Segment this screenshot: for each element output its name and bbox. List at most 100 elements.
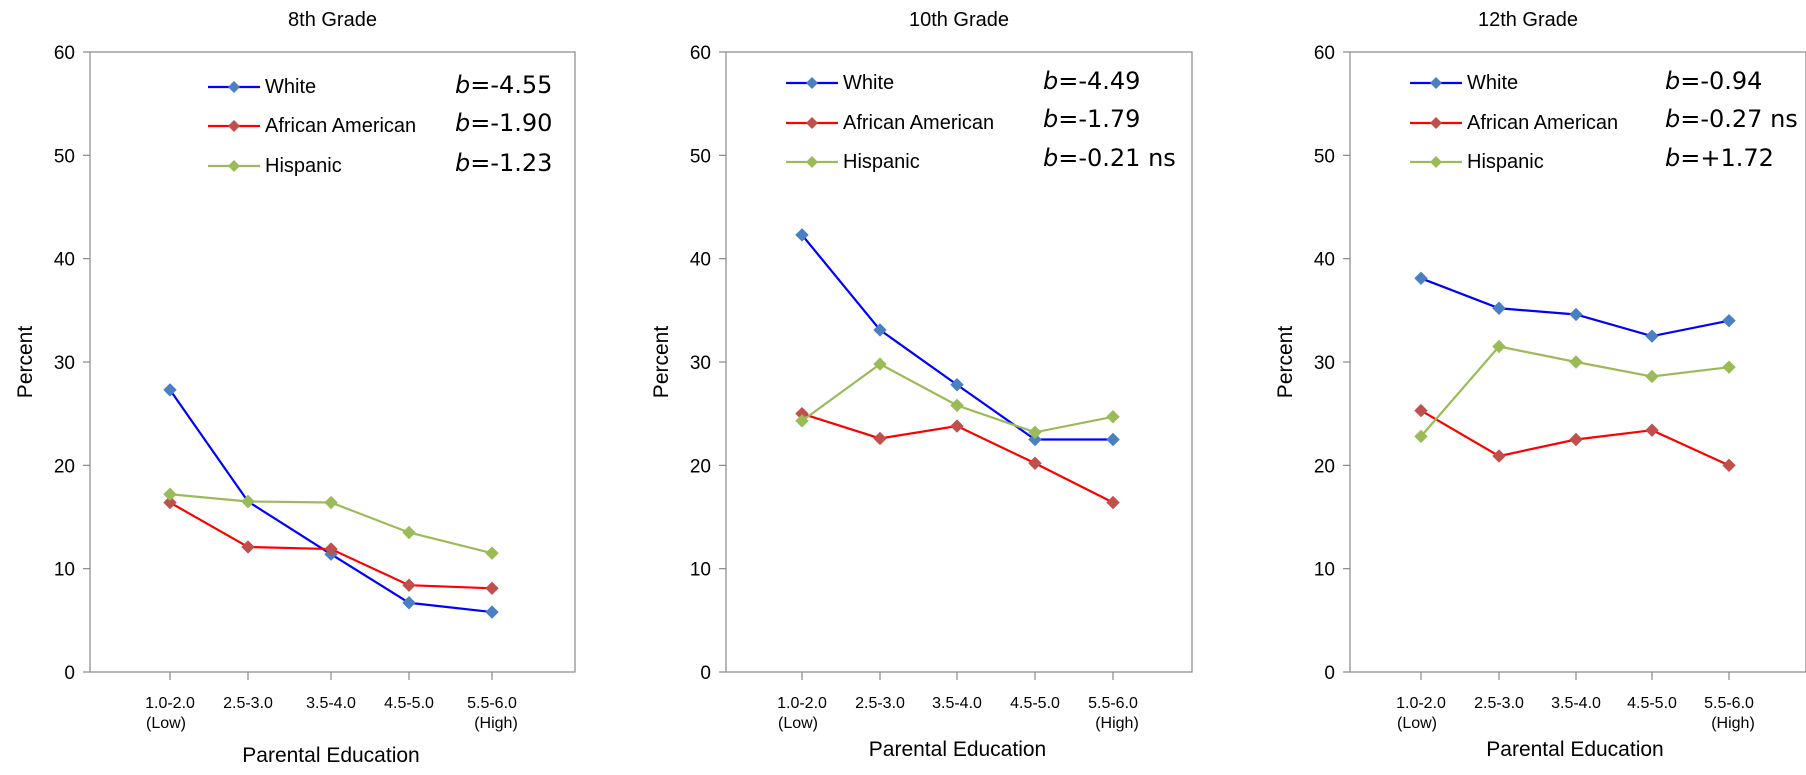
stat-value: =+1.72 <box>1680 144 1774 172</box>
legend-label: African American <box>843 112 994 134</box>
y-tick-label: 50 <box>690 146 711 167</box>
x-tick-label: 1.0-2.0 <box>145 695 195 712</box>
stat-annotation: b=-1.90 <box>455 109 552 137</box>
legend-label: White <box>1467 72 1518 94</box>
y-tick-label: 0 <box>700 663 711 684</box>
data-point <box>873 323 887 337</box>
y-tick-label: 10 <box>54 560 75 581</box>
data-point <box>402 596 416 610</box>
data-point <box>1414 429 1428 444</box>
y-tick-label: 30 <box>54 353 75 374</box>
x-tick-label: 5.5-6.0 <box>1088 695 1138 712</box>
data-point <box>163 487 177 501</box>
x-tick-sublabel: (High) <box>474 715 518 732</box>
stat-prefix: b <box>1043 144 1058 172</box>
x-axis-label: Parental Education <box>242 744 419 767</box>
data-point <box>795 228 809 242</box>
legend-label: Hispanic <box>843 151 920 173</box>
data-point <box>485 605 499 619</box>
data-point <box>950 378 964 392</box>
y-tick-label: 20 <box>54 456 75 477</box>
data-point <box>1492 339 1506 354</box>
stat-prefix: b <box>455 149 470 177</box>
stat-prefix: b <box>1665 67 1680 95</box>
x-tick-label: 1.0-2.0 <box>777 695 827 712</box>
x-tick-label: 3.5-4.0 <box>932 695 982 712</box>
x-tick-sublabel: (Low) <box>146 715 186 732</box>
stat-annotation: b=-0.94 <box>1665 67 1762 95</box>
data-point <box>241 540 255 554</box>
y-tick-label: 60 <box>54 43 75 64</box>
x-tick-label: 1.0-2.0 <box>1396 695 1446 712</box>
x-tick-label: 2.5-3.0 <box>855 695 905 712</box>
stat-value: =-0.21 ns <box>1058 144 1176 172</box>
x-tick-label: 5.5-6.0 <box>1704 695 1754 712</box>
data-point <box>950 398 964 413</box>
data-point <box>1722 458 1736 473</box>
data-point <box>1569 355 1583 369</box>
data-point <box>1492 301 1506 315</box>
legend-marker <box>228 120 240 132</box>
data-point <box>1645 329 1659 343</box>
stat-value: =-1.23 <box>470 149 552 177</box>
data-point <box>1028 456 1042 470</box>
y-axis-label: Percent <box>14 326 37 399</box>
y-tick-label: 50 <box>1314 146 1335 167</box>
data-point <box>241 494 255 509</box>
y-tick-label: 40 <box>690 250 711 271</box>
x-axis-label: Parental Education <box>1486 738 1663 761</box>
data-point <box>163 383 177 397</box>
data-point <box>1414 403 1428 418</box>
data-point <box>485 546 499 560</box>
chart-panel-3: 12th Grade 0 10 20 30 40 50 60 Percent 1.0-2.0 (Lo… <box>1274 9 1806 761</box>
x-tick-label: 4.5-5.0 <box>1010 695 1060 712</box>
stat-prefix: b <box>455 71 470 99</box>
legend-marker <box>228 160 240 172</box>
y-tick-label: 40 <box>54 250 75 271</box>
plot-frame <box>89 51 576 673</box>
legend-marker <box>228 81 240 93</box>
data-point <box>1028 425 1042 439</box>
stat-annotation: b=-0.21 ns <box>1043 144 1176 172</box>
x-tick-label: 4.5-5.0 <box>384 695 434 712</box>
y-tick-label: 30 <box>1314 353 1335 374</box>
y-axis-label: Percent <box>1274 326 1297 399</box>
stat-annotation: b=-1.79 <box>1043 105 1140 133</box>
stat-annotation: b=-1.23 <box>455 149 552 177</box>
legend-label: White <box>265 76 316 98</box>
x-tick-sublabel: (High) <box>1711 715 1755 732</box>
y-tick-label: 60 <box>690 43 711 64</box>
legend-label: Hispanic <box>265 155 342 177</box>
data-point <box>795 414 809 428</box>
data-point <box>1106 410 1120 424</box>
x-tick-label: 3.5-4.0 <box>1551 695 1601 712</box>
stat-prefix: b <box>1043 105 1058 133</box>
data-point <box>1645 369 1659 384</box>
legend-label: African American <box>265 115 416 137</box>
stat-annotation: b=+1.72 <box>1665 144 1774 172</box>
y-tick-label: 0 <box>1324 663 1335 684</box>
data-point <box>1569 432 1583 447</box>
data-point <box>485 581 499 596</box>
data-point <box>1722 360 1736 374</box>
stat-prefix: b <box>1043 67 1058 95</box>
x-tick-label: 2.5-3.0 <box>223 695 273 712</box>
data-point <box>1569 307 1583 322</box>
chart-panel-1: 8th Grade 0 10 20 30 40 50 60 Percent 1.0-2.0 (Low… <box>14 9 576 767</box>
chart-title: 8th Grade <box>288 9 377 31</box>
stat-annotation: b=-4.49 <box>1043 67 1140 95</box>
legend-marker <box>1430 117 1442 129</box>
data-point <box>1722 313 1736 328</box>
y-tick-label: 10 <box>1314 560 1335 581</box>
chart-title: 10th Grade <box>909 9 1009 31</box>
stat-value: =-4.49 <box>1058 67 1140 95</box>
y-tick-label: 50 <box>54 146 75 167</box>
data-point <box>1106 495 1120 510</box>
data-point <box>873 431 887 446</box>
data-point <box>1414 271 1428 286</box>
legend-marker <box>806 117 818 129</box>
legend-label: White <box>843 72 894 94</box>
y-axis-label: Percent <box>650 326 673 399</box>
